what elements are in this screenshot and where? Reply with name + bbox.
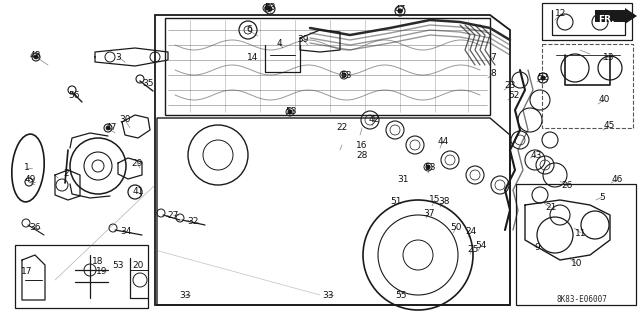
Text: 18: 18: [92, 256, 104, 265]
Text: 19: 19: [96, 268, 108, 277]
Text: 13: 13: [604, 53, 615, 62]
Text: 27: 27: [167, 211, 179, 219]
Text: 26: 26: [561, 182, 573, 190]
Text: 49: 49: [24, 175, 36, 184]
Text: 8: 8: [490, 69, 496, 78]
Text: 17: 17: [21, 268, 33, 277]
Text: 53: 53: [424, 162, 436, 172]
Text: 28: 28: [356, 151, 368, 160]
Text: 1: 1: [24, 164, 30, 173]
Text: 40: 40: [598, 95, 610, 105]
Text: 55: 55: [396, 291, 407, 300]
Text: 6: 6: [246, 26, 252, 34]
Bar: [542, 44, 633, 128]
Text: 9: 9: [534, 243, 540, 253]
Text: 11: 11: [575, 228, 587, 238]
Text: 47: 47: [106, 123, 116, 132]
Text: 16: 16: [356, 140, 368, 150]
Text: 37: 37: [423, 209, 435, 218]
Text: 33: 33: [179, 291, 191, 300]
Text: 12: 12: [556, 10, 566, 19]
Text: FR.: FR.: [598, 16, 614, 25]
Circle shape: [268, 7, 272, 11]
Text: 31: 31: [397, 175, 409, 184]
Text: 36: 36: [29, 224, 41, 233]
Text: 3: 3: [115, 53, 121, 62]
Text: 53: 53: [285, 108, 297, 116]
Text: 21: 21: [545, 204, 557, 212]
Text: 48: 48: [29, 51, 41, 61]
Text: 32: 32: [188, 218, 198, 226]
Circle shape: [265, 6, 269, 10]
Circle shape: [288, 110, 292, 114]
Text: 14: 14: [247, 53, 259, 62]
Text: 45: 45: [604, 122, 614, 130]
Circle shape: [426, 165, 430, 169]
Text: 29: 29: [131, 159, 143, 167]
Text: 23: 23: [504, 81, 516, 91]
Text: 44: 44: [437, 137, 449, 145]
Text: 56: 56: [68, 91, 80, 100]
Text: 33: 33: [323, 291, 333, 300]
Text: 43: 43: [531, 151, 541, 160]
Bar: [542, 3, 632, 40]
Text: 38: 38: [438, 197, 450, 206]
Text: 25: 25: [467, 244, 479, 254]
FancyArrow shape: [595, 8, 637, 24]
Circle shape: [398, 9, 402, 13]
Text: 53: 53: [112, 261, 124, 270]
Text: 34: 34: [120, 227, 132, 236]
Text: 4: 4: [276, 39, 282, 48]
Text: 35: 35: [142, 79, 154, 88]
Text: 52: 52: [508, 92, 520, 100]
Text: 5: 5: [599, 192, 605, 202]
Text: 50: 50: [451, 224, 461, 233]
Text: 41: 41: [132, 188, 144, 197]
Text: 7: 7: [490, 53, 496, 62]
Text: 24: 24: [465, 227, 477, 236]
Text: 39: 39: [297, 35, 308, 44]
Circle shape: [541, 76, 545, 80]
Circle shape: [106, 126, 110, 130]
Bar: [15, 245, 148, 308]
Text: 2: 2: [63, 168, 69, 177]
Text: 22: 22: [337, 123, 348, 132]
Text: 20: 20: [132, 261, 144, 270]
Circle shape: [34, 55, 38, 59]
Text: 53: 53: [340, 70, 352, 79]
Text: 15: 15: [429, 196, 441, 204]
Text: 8K83-E06007: 8K83-E06007: [557, 295, 607, 305]
Text: 42: 42: [369, 115, 380, 123]
Text: 53: 53: [264, 4, 276, 12]
Text: 47: 47: [394, 5, 406, 14]
Text: 46: 46: [611, 175, 623, 184]
Bar: [516, 184, 636, 305]
Text: 30: 30: [119, 115, 131, 124]
Text: 10: 10: [572, 259, 583, 269]
Text: 52: 52: [538, 72, 548, 81]
Text: 54: 54: [476, 241, 486, 250]
Text: 51: 51: [390, 197, 402, 206]
Circle shape: [342, 73, 346, 77]
